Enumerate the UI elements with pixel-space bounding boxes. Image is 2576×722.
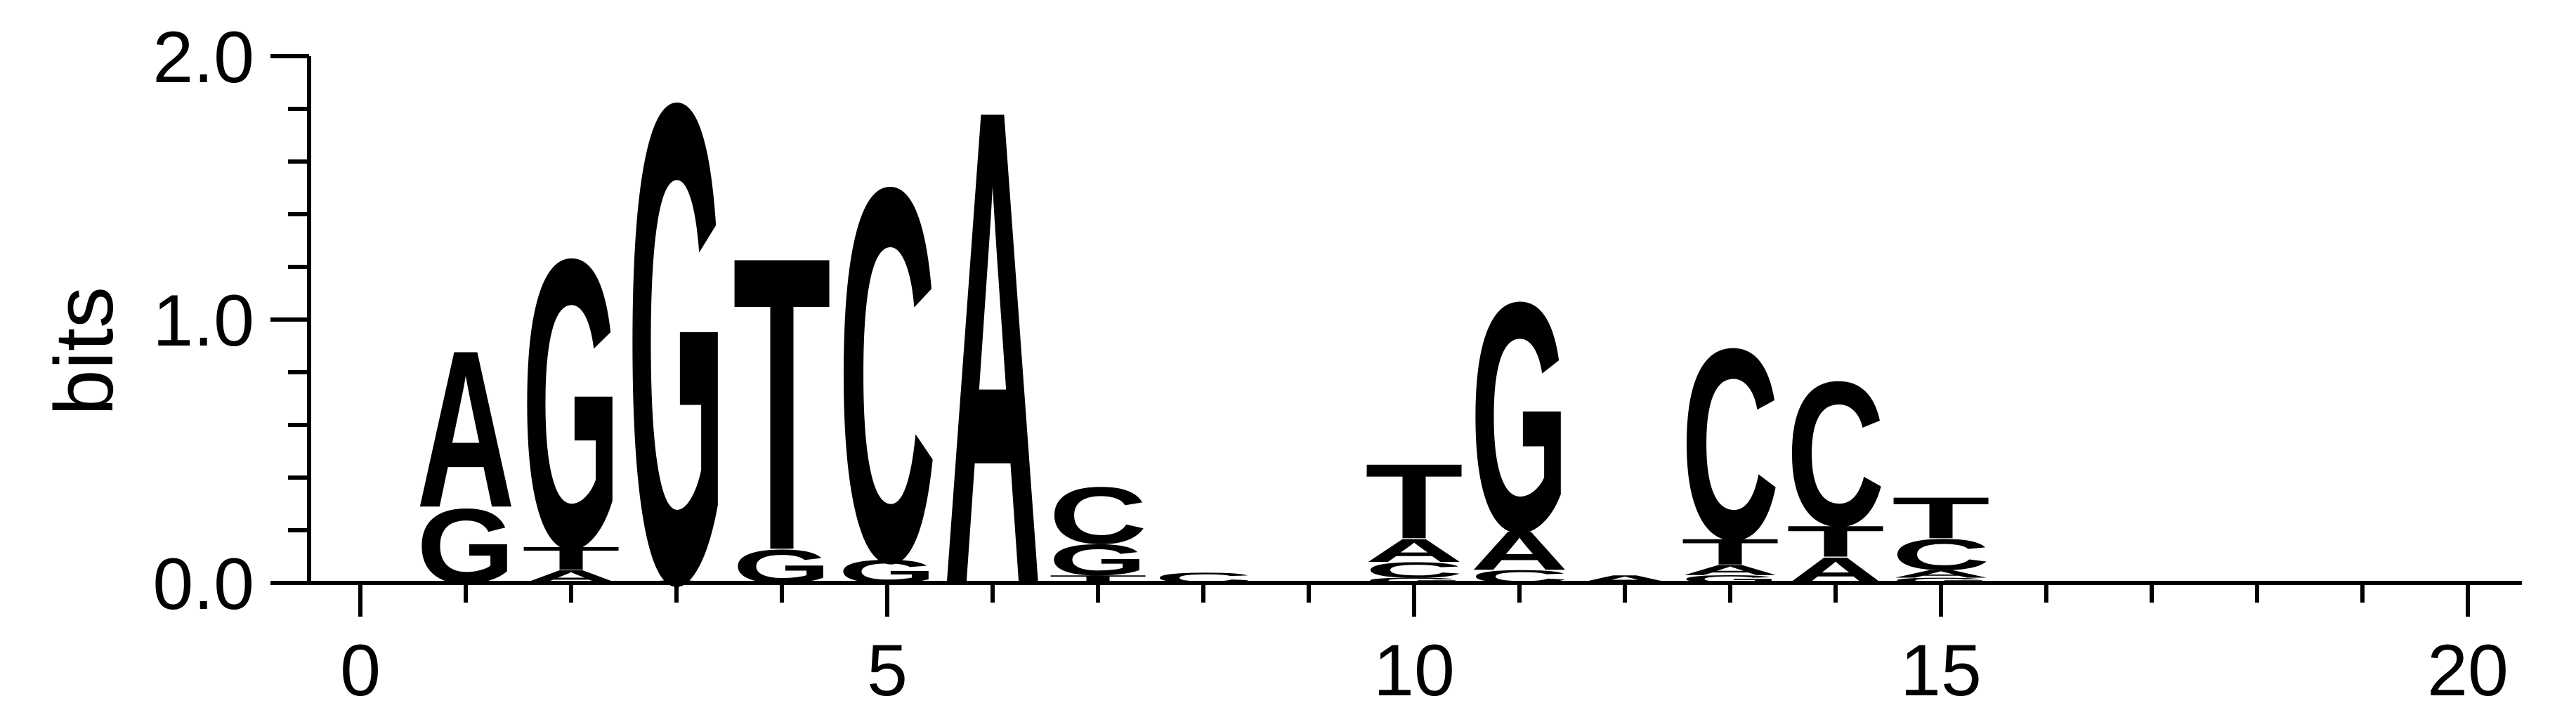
logo-letter-c-pos-7: C	[1049, 471, 1147, 561]
logo-letter-a-pos-11: A	[1470, 520, 1569, 582]
x-tick-label: 10	[1373, 630, 1455, 711]
logo-letter-c-pos-10: C	[1365, 558, 1463, 582]
logo-letter-c-pos-13: C	[1681, 292, 1779, 596]
logo-letter-t-pos-14: T	[1786, 517, 1885, 566]
x-tick-label: 5	[867, 630, 908, 711]
logo-letter-c-pos-14: C	[1786, 339, 1885, 569]
logo-letter-a-pos-6: A	[943, 0, 1042, 722]
logo-letters: GAATGAGGTGCATGCCGCATCAGAGATCATCGACT	[417, 0, 1990, 722]
y-tick-label: 0.0	[152, 544, 254, 625]
logo-letter-a-pos-1: A	[417, 303, 515, 554]
y-axis-label: bits	[38, 287, 131, 416]
logo-letter-g-pos-11: G	[1470, 234, 1569, 600]
x-tick-label: 20	[2427, 630, 2509, 711]
logo-letter-g-pos-2: G	[522, 173, 620, 634]
logo-letter-t-pos-4: T	[733, 169, 831, 638]
y-tick-label: 2.0	[152, 17, 254, 98]
logo-letter-c-pos-5: C	[838, 77, 936, 673]
logo-letter-a-pos-13: A	[1681, 562, 1779, 578]
x-tick-label: 15	[1900, 630, 1982, 711]
logo-letter-a-pos-10: A	[1365, 532, 1463, 569]
logo-letter-g-pos-7: G	[1049, 535, 1147, 584]
logo-letter-t-pos-13: T	[1681, 532, 1779, 572]
logo-letter-t-pos-2: T	[522, 540, 620, 577]
x-tick-label: 0	[340, 630, 381, 711]
logo-letter-g-pos-10: G	[1365, 577, 1463, 585]
logo-letter-c-pos-15: C	[1892, 530, 1990, 579]
logo-letter-t-pos-10: T	[1365, 442, 1463, 562]
y-tick-label: 1.0	[152, 280, 254, 362]
logo-letter-a-pos-15: A	[1892, 567, 1990, 579]
logo-letter-g-pos-15: G	[1892, 577, 1990, 585]
logo-letter-g-pos-3: G	[627, 0, 726, 722]
logo-letter-t-pos-15: T	[1892, 485, 1990, 551]
axes: 0.0 1.0 2.0 0 5 10 15 20	[152, 17, 2522, 711]
